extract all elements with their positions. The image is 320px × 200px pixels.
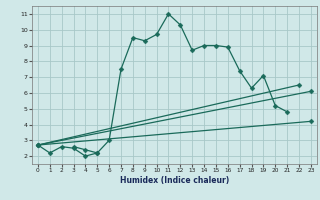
- X-axis label: Humidex (Indice chaleur): Humidex (Indice chaleur): [120, 176, 229, 185]
